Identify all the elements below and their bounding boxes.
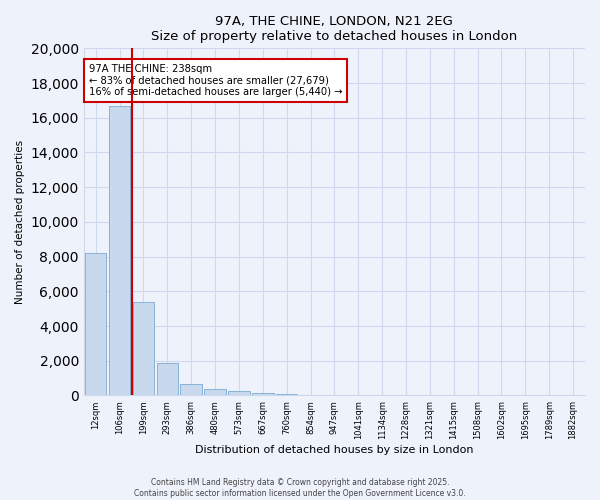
Bar	[276, 394, 298, 396]
Title: 97A, THE CHINE, LONDON, N21 2EG
Size of property relative to detached houses in : 97A, THE CHINE, LONDON, N21 2EG Size of …	[151, 15, 518, 43]
Y-axis label: Number of detached properties: Number of detached properties	[15, 140, 25, 304]
Text: Contains HM Land Registry data © Crown copyright and database right 2025.
Contai: Contains HM Land Registry data © Crown c…	[134, 478, 466, 498]
Bar	[85, 253, 106, 396]
Bar	[109, 106, 130, 396]
Bar	[181, 384, 202, 396]
X-axis label: Distribution of detached houses by size in London: Distribution of detached houses by size …	[195, 445, 473, 455]
Bar	[157, 364, 178, 396]
Bar	[228, 392, 250, 396]
Bar	[133, 302, 154, 396]
Bar	[252, 392, 274, 396]
Text: 97A THE CHINE: 238sqm
← 83% of detached houses are smaller (27,679)
16% of semi-: 97A THE CHINE: 238sqm ← 83% of detached …	[89, 64, 343, 97]
Bar	[205, 389, 226, 396]
